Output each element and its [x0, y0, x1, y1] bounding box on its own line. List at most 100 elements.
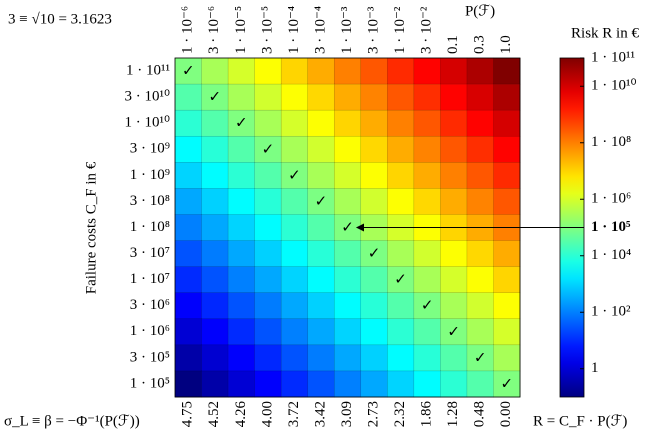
colorbar-tick-label: 1 · 10¹¹ [591, 49, 635, 65]
cell [360, 109, 388, 137]
cell [280, 318, 309, 346]
x-tick-label: 1 · 10⁻⁴ [286, 6, 302, 54]
cell [201, 57, 229, 85]
cell [413, 188, 441, 216]
cell [227, 292, 256, 320]
cell [413, 266, 441, 294]
cell [493, 162, 521, 189]
check-mark: ✓ [209, 88, 222, 106]
cell [227, 344, 256, 372]
cell [466, 135, 495, 163]
y-tick-label: 3 · 10⁸ [130, 193, 170, 209]
cell [307, 57, 335, 85]
cell [333, 370, 362, 398]
cell [333, 292, 362, 320]
cell [254, 292, 282, 320]
cell [360, 370, 388, 398]
cell [201, 240, 229, 268]
cell [227, 109, 256, 137]
check-mark: ✓ [262, 140, 275, 158]
y-tick-label: 3 · 10⁹ [130, 141, 170, 157]
cell [413, 135, 441, 163]
cell [227, 214, 256, 242]
cell [227, 266, 256, 294]
cell [201, 188, 229, 216]
cell [413, 109, 441, 137]
cell [333, 344, 362, 372]
x2-tick-label: 4.00 [259, 401, 275, 427]
y-tick-label: 3 · 10⁵ [130, 349, 170, 365]
colorbar-tick-label: 1 · 10⁴ [591, 247, 631, 263]
x-tick-label: 3 · 10⁻⁴ [312, 6, 328, 54]
cell [440, 370, 468, 398]
cell [254, 214, 282, 242]
cell [227, 240, 256, 268]
cell [440, 318, 468, 346]
cell [493, 292, 521, 320]
cell [387, 83, 415, 111]
cell [466, 57, 495, 85]
cell [174, 162, 203, 189]
cell [280, 240, 309, 268]
cell [466, 109, 495, 137]
x-tick-label: 3 · 10⁻³ [365, 6, 381, 54]
x-tick-label: 0.3 [472, 35, 488, 54]
cell [307, 135, 335, 163]
cell [387, 370, 415, 398]
cell [280, 370, 309, 398]
x-tick-label: 1 · 10⁻² [392, 6, 408, 54]
cell [360, 318, 388, 346]
cell [254, 344, 282, 372]
check-mark: ✓ [421, 296, 434, 314]
cell [227, 135, 256, 163]
check-mark: ✓ [341, 218, 354, 236]
cell [387, 240, 415, 268]
colorbar-tick-label: 1 · 10¹⁰ [591, 78, 637, 94]
cell [333, 109, 362, 137]
cell [493, 109, 521, 137]
y-tick-label: 1 · 10¹¹ [126, 62, 170, 78]
cell [333, 188, 362, 216]
cell [280, 188, 309, 216]
cell [440, 344, 468, 372]
cell [466, 266, 495, 294]
colorbar-label: Risk R in € [571, 25, 639, 41]
cell [440, 188, 468, 216]
cell [413, 318, 441, 346]
cell [201, 344, 229, 372]
cell [440, 292, 468, 320]
cell [413, 370, 441, 398]
cell [387, 109, 415, 137]
cell [440, 240, 468, 268]
cell [333, 266, 362, 294]
x2-tick-label: 1.86 [419, 401, 435, 428]
cell [413, 162, 441, 189]
cell [440, 162, 468, 189]
x2-tick-label: 4.52 [206, 401, 222, 427]
cell [413, 292, 441, 320]
cell [174, 135, 203, 163]
x-tick-label: 1 · 10⁻⁵ [233, 6, 249, 54]
formula: R = C_F · P(ℱ) [533, 413, 627, 429]
cell [227, 370, 256, 398]
plot-frame [174, 57, 521, 398]
y-tick-label: 1 · 10⁷ [130, 271, 170, 287]
x-tick-label: 0.1 [445, 35, 461, 54]
cell [280, 344, 309, 372]
cell [307, 109, 335, 137]
cell [201, 318, 229, 346]
cell [413, 344, 441, 372]
cell [254, 318, 282, 346]
cell [360, 135, 388, 163]
cell [227, 318, 256, 346]
cell [360, 344, 388, 372]
cell [466, 292, 495, 320]
x-tick-label: 3 · 10⁻² [419, 6, 435, 54]
cell [307, 318, 335, 346]
cell [280, 292, 309, 320]
cell [201, 292, 229, 320]
cell [466, 188, 495, 216]
x-tick-label: 3 · 10⁻⁵ [259, 6, 275, 54]
cell [413, 83, 441, 111]
